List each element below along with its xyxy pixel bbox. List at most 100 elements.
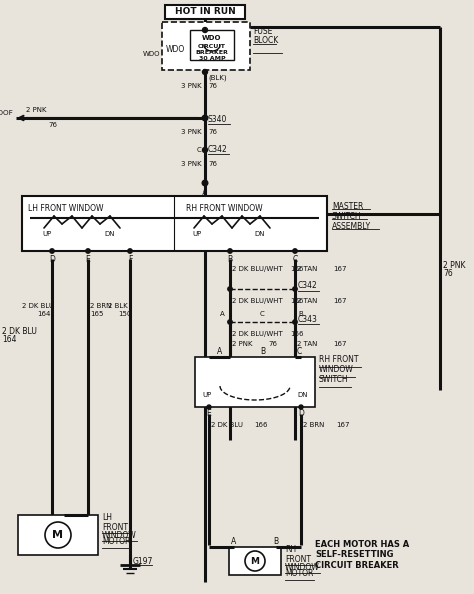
Bar xyxy=(18,515,98,555)
Text: E: E xyxy=(86,254,91,264)
Text: 2 BRN: 2 BRN xyxy=(303,422,324,428)
Text: 164: 164 xyxy=(2,334,17,343)
Text: A: A xyxy=(202,188,208,197)
Bar xyxy=(162,22,250,70)
Bar xyxy=(22,196,327,251)
Text: WINDOW: WINDOW xyxy=(102,530,137,539)
Text: G197: G197 xyxy=(133,557,154,565)
Text: 165: 165 xyxy=(90,311,103,317)
Text: 2 DK BLU/WHT: 2 DK BLU/WHT xyxy=(232,298,283,304)
Text: MASTER: MASTER xyxy=(332,202,364,211)
Circle shape xyxy=(245,551,265,571)
Circle shape xyxy=(202,147,208,153)
Circle shape xyxy=(50,249,54,253)
Text: C: C xyxy=(196,147,201,153)
Bar xyxy=(190,30,234,60)
Text: 76: 76 xyxy=(268,341,277,347)
Text: 167: 167 xyxy=(333,298,346,304)
Text: 76: 76 xyxy=(443,268,453,277)
Text: C343: C343 xyxy=(298,314,318,324)
Circle shape xyxy=(293,249,297,253)
Text: FUSE: FUSE xyxy=(253,27,273,36)
Text: 2 PNK: 2 PNK xyxy=(232,341,253,347)
Text: RH FRONT: RH FRONT xyxy=(319,355,358,365)
Text: MOTOR: MOTOR xyxy=(285,570,313,579)
Text: 2 TAN: 2 TAN xyxy=(297,298,318,304)
Text: LH: LH xyxy=(102,513,112,523)
Text: C: C xyxy=(260,311,265,317)
Circle shape xyxy=(202,115,208,121)
Text: 2 TAN: 2 TAN xyxy=(297,341,318,347)
Text: C342: C342 xyxy=(298,282,318,290)
Text: 166: 166 xyxy=(290,331,303,337)
Circle shape xyxy=(207,405,211,409)
Text: MOTOR: MOTOR xyxy=(102,538,130,546)
Text: UP: UP xyxy=(42,231,51,237)
Text: 3 PNK: 3 PNK xyxy=(182,129,202,135)
Text: B: B xyxy=(228,254,233,264)
Bar xyxy=(165,5,245,19)
Text: EACH MOTOR HAS A
SELF-RESETTING
CIRCUIT BREAKER: EACH MOTOR HAS A SELF-RESETTING CIRCUIT … xyxy=(315,540,409,570)
Circle shape xyxy=(202,180,208,186)
Circle shape xyxy=(293,287,297,291)
Text: M: M xyxy=(53,530,64,540)
Text: 150: 150 xyxy=(118,311,131,317)
Circle shape xyxy=(228,249,232,253)
Circle shape xyxy=(202,27,208,33)
Text: (BLK): (BLK) xyxy=(208,75,227,81)
Text: WDO: WDO xyxy=(166,46,185,55)
Text: 30 AMP: 30 AMP xyxy=(199,56,225,62)
Text: 2 PNK: 2 PNK xyxy=(443,261,465,270)
Text: B: B xyxy=(260,346,265,355)
Circle shape xyxy=(228,287,232,291)
Circle shape xyxy=(128,249,132,253)
Text: RH FRONT WINDOW: RH FRONT WINDOW xyxy=(186,204,263,213)
Text: SWITCH: SWITCH xyxy=(319,375,348,384)
Text: 167: 167 xyxy=(333,266,346,272)
Text: 76: 76 xyxy=(48,122,57,128)
Circle shape xyxy=(293,320,297,324)
Text: 2 BRN: 2 BRN xyxy=(90,303,111,309)
Text: 3 PNK: 3 PNK xyxy=(182,161,202,167)
Text: F: F xyxy=(128,254,132,264)
Bar xyxy=(195,357,315,407)
Text: 164: 164 xyxy=(37,311,50,317)
Text: B: B xyxy=(298,311,303,317)
Text: M: M xyxy=(250,557,259,565)
Text: WINDOW: WINDOW xyxy=(285,563,320,571)
Text: UP: UP xyxy=(192,231,201,237)
Text: 167: 167 xyxy=(336,422,349,428)
Text: 166: 166 xyxy=(290,298,303,304)
Circle shape xyxy=(299,405,303,409)
Circle shape xyxy=(202,69,208,74)
Circle shape xyxy=(45,522,71,548)
Text: 2 DK BLU: 2 DK BLU xyxy=(22,303,54,309)
Text: 2 DK BLU/WHT: 2 DK BLU/WHT xyxy=(232,266,283,272)
Text: RH: RH xyxy=(285,545,296,555)
Text: WDO: WDO xyxy=(143,51,160,57)
Text: 167: 167 xyxy=(333,341,346,347)
Text: 2 DK BLU: 2 DK BLU xyxy=(2,327,37,336)
Text: C: C xyxy=(297,346,302,355)
Text: A: A xyxy=(218,346,223,355)
Text: WINDOW: WINDOW xyxy=(319,365,354,374)
Text: A: A xyxy=(219,311,224,317)
Text: 166: 166 xyxy=(290,266,303,272)
Text: BREAKER: BREAKER xyxy=(196,49,228,55)
Text: 3 PNK: 3 PNK xyxy=(182,83,202,89)
Text: FRONT: FRONT xyxy=(102,523,128,532)
Text: SWITCH: SWITCH xyxy=(332,212,362,221)
Bar xyxy=(229,547,281,575)
Text: WDO: WDO xyxy=(202,35,222,41)
Text: POWER SUNROOF: POWER SUNROOF xyxy=(0,110,13,116)
Text: C342: C342 xyxy=(208,146,228,154)
Text: E: E xyxy=(207,409,211,419)
Text: 76: 76 xyxy=(208,161,217,167)
Text: 76: 76 xyxy=(208,83,217,89)
Text: ASSEMBLY: ASSEMBLY xyxy=(332,222,371,231)
Text: 166: 166 xyxy=(254,422,267,428)
Text: C: C xyxy=(292,254,298,264)
Text: 76: 76 xyxy=(208,129,217,135)
Text: DN: DN xyxy=(254,231,264,237)
Circle shape xyxy=(86,249,90,253)
